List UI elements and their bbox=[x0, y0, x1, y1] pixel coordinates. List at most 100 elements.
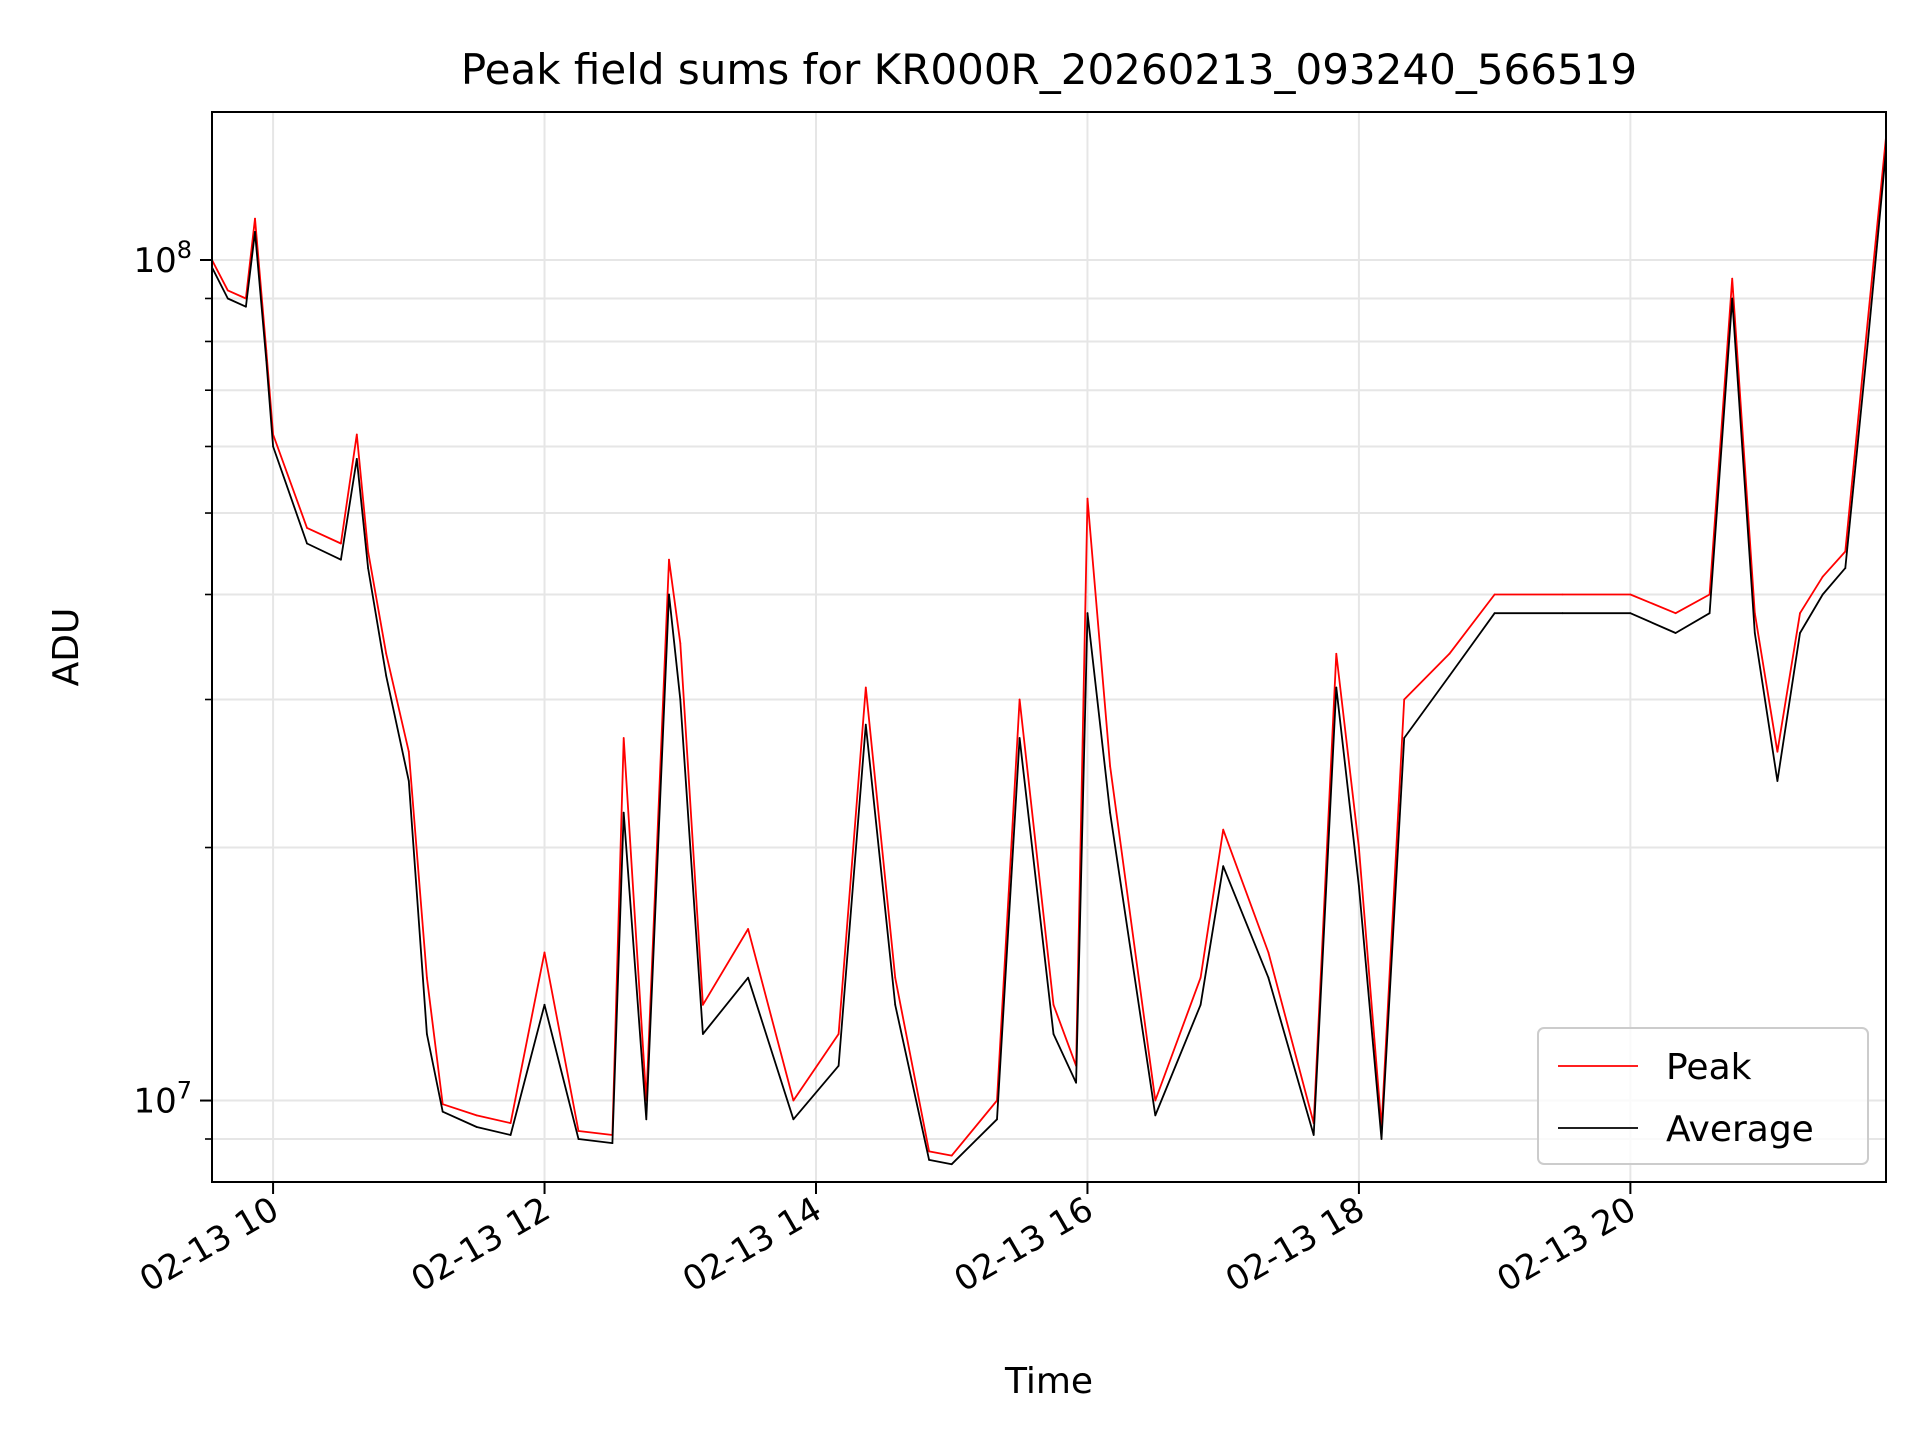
data-point-average bbox=[1075, 1081, 1077, 1084]
data-point-average bbox=[407, 780, 410, 782]
data-point-peak bbox=[1844, 550, 1847, 553]
data-point-average bbox=[928, 1159, 930, 1161]
data-point-average bbox=[645, 1118, 648, 1121]
data-point-average bbox=[1222, 865, 1225, 868]
data-point-average bbox=[747, 976, 749, 979]
data-point-average bbox=[577, 1138, 580, 1140]
data-point-average bbox=[1674, 632, 1677, 634]
chart-title: Peak field sums for KR000R_20260213_0932… bbox=[461, 45, 1637, 94]
data-point-peak bbox=[679, 642, 682, 645]
data-point-peak bbox=[1222, 828, 1225, 831]
data-point-peak bbox=[340, 542, 342, 545]
data-point-peak bbox=[747, 928, 749, 930]
series-line-peak bbox=[212, 137, 1886, 1157]
data-point-average bbox=[1731, 297, 1734, 300]
data-point-peak bbox=[1335, 652, 1338, 655]
data-point-peak bbox=[837, 1033, 840, 1035]
data-point-average bbox=[426, 1033, 428, 1035]
data-point-average bbox=[1708, 612, 1711, 615]
plot-frame bbox=[211, 111, 1887, 1183]
data-point-peak bbox=[407, 750, 410, 753]
data-point-peak bbox=[1776, 750, 1779, 753]
data-point-peak bbox=[1629, 593, 1632, 596]
data-point-peak bbox=[1086, 497, 1089, 500]
data-point-average bbox=[864, 723, 867, 726]
data-point-average bbox=[622, 811, 625, 814]
data-point-average bbox=[702, 1033, 704, 1035]
data-point-average bbox=[1776, 780, 1779, 782]
data-point-average bbox=[1018, 737, 1021, 739]
data-point-peak bbox=[622, 737, 625, 739]
y-axis-label: ADU bbox=[46, 608, 87, 687]
legend-label-average: Average bbox=[1666, 1109, 1814, 1150]
data-point-peak bbox=[864, 686, 867, 689]
data-point-peak bbox=[1493, 593, 1496, 596]
data-point-peak bbox=[509, 1122, 512, 1124]
data-point-average bbox=[1403, 737, 1406, 739]
data-point-peak bbox=[1052, 1003, 1055, 1006]
data-point-average bbox=[543, 1003, 546, 1006]
data-point-peak bbox=[543, 951, 546, 954]
data-point-average bbox=[1086, 612, 1089, 615]
data-point-peak bbox=[1821, 575, 1824, 578]
series-line-average bbox=[212, 150, 1886, 1166]
data-point-average bbox=[1493, 612, 1496, 615]
data-point-peak bbox=[441, 1103, 444, 1106]
data-point-peak bbox=[1867, 318, 1869, 321]
data-point-peak bbox=[367, 550, 369, 553]
data-point-average bbox=[1821, 593, 1824, 596]
data-point-average bbox=[668, 593, 670, 596]
data-point-peak bbox=[475, 1114, 478, 1117]
data-point-average bbox=[272, 445, 274, 448]
data-point-average bbox=[1312, 1134, 1315, 1136]
data-point-average bbox=[1844, 567, 1847, 569]
data-point-average bbox=[226, 297, 229, 300]
data-point-peak bbox=[1674, 612, 1677, 615]
data-point-average bbox=[509, 1134, 512, 1136]
data-point-peak bbox=[226, 289, 229, 292]
data-point-average bbox=[441, 1110, 444, 1113]
data-point-average bbox=[265, 359, 268, 362]
data-point-peak bbox=[1731, 277, 1734, 280]
data-point-average bbox=[1335, 686, 1338, 689]
data-point-average bbox=[1867, 340, 1869, 343]
data-point-average bbox=[475, 1126, 478, 1128]
data-point-peak bbox=[668, 558, 670, 561]
data-point-peak bbox=[1199, 976, 1202, 979]
data-point-peak bbox=[1358, 846, 1360, 849]
data-point-average bbox=[306, 542, 308, 545]
plot-area bbox=[212, 136, 1886, 1166]
data-point-average bbox=[367, 567, 369, 569]
data-point-peak bbox=[1561, 593, 1564, 596]
data-point-average bbox=[1154, 1114, 1157, 1117]
data-point-peak bbox=[1154, 1099, 1157, 1102]
data-point-average bbox=[679, 698, 682, 701]
data-point-average bbox=[1052, 1033, 1055, 1035]
data-point-average bbox=[1358, 885, 1360, 887]
data-point-peak bbox=[1109, 765, 1111, 767]
data-point-peak bbox=[254, 217, 256, 220]
data-point-peak bbox=[894, 976, 897, 979]
data-point-average bbox=[1799, 632, 1801, 634]
data-point-average bbox=[1448, 675, 1451, 677]
data-point-average bbox=[355, 458, 358, 460]
data-point-peak bbox=[1403, 698, 1406, 701]
legend-label-peak: Peak bbox=[1666, 1047, 1752, 1088]
data-point-peak bbox=[385, 652, 388, 655]
data-point-peak bbox=[577, 1130, 580, 1132]
data-point-peak bbox=[792, 1099, 795, 1102]
data-point-average bbox=[837, 1064, 840, 1067]
data-point-average bbox=[611, 1142, 614, 1144]
data-point-peak bbox=[1018, 698, 1021, 701]
data-point-peak bbox=[928, 1150, 930, 1153]
x-axis-label: Time bbox=[1004, 1361, 1093, 1402]
data-point-peak bbox=[426, 976, 428, 979]
legend-box bbox=[1537, 1027, 1869, 1165]
data-point-peak bbox=[702, 1003, 704, 1006]
data-point-average bbox=[1561, 612, 1564, 615]
data-point-peak bbox=[355, 433, 358, 436]
data-point-average bbox=[1629, 612, 1632, 615]
